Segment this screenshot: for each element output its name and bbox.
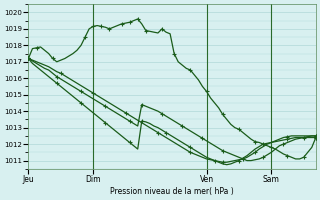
X-axis label: Pression niveau de la mer( hPa ): Pression niveau de la mer( hPa ) xyxy=(110,187,234,196)
